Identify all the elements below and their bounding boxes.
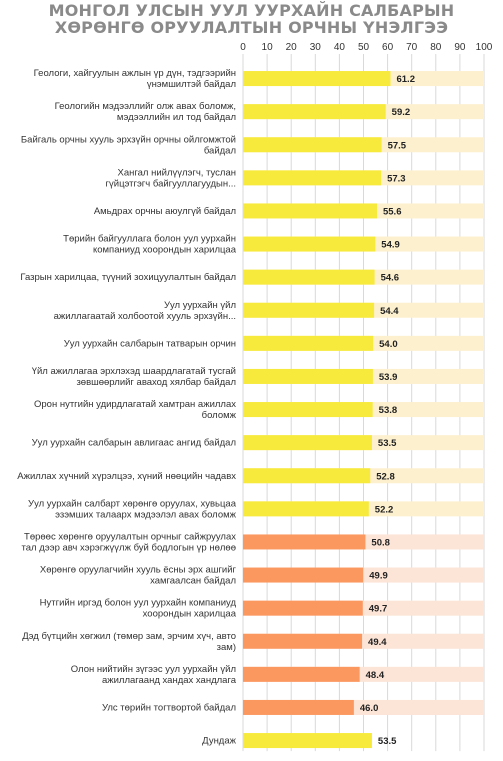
data-label: 55.6 — [383, 206, 402, 217]
bar — [243, 699, 354, 715]
data-label: 61.2 — [396, 74, 415, 85]
data-label: 46.0 — [360, 703, 379, 714]
category-label: Хөрөнгө оруулагчийн хууль ёсны эрх ашгий… — [40, 565, 237, 587]
category-label: Ажиллах хүчний хүрэлцээ, хүний нөөцийн ч… — [17, 471, 236, 482]
bar — [243, 137, 382, 153]
category-label: Уул уурхайн салбарын татварын орчин — [64, 338, 236, 349]
bar — [243, 567, 364, 583]
x-tick-label: 70 — [406, 42, 418, 53]
category-label: Геологийн мэдээллийг олж авах боломж, мэд… — [55, 101, 236, 123]
category-label: Үйл ажиллагаа эрхлэхэд шаардлагатай тусг… — [32, 366, 236, 388]
x-axis-ticks: 0 10 20 30 40 50 60 70 80 90 100 — [240, 42, 493, 53]
x-tick-label: 60 — [382, 42, 394, 53]
data-label: 54.0 — [379, 339, 398, 350]
data-label: 50.8 — [371, 537, 390, 548]
category-label: Улс төрийн тогтвортой байдал — [102, 702, 236, 713]
x-tick-label: 10 — [262, 42, 274, 53]
category-label: Төрийн байгууллага болон уул уурхайн комп… — [63, 234, 237, 256]
chart-title-line-1: МОНГОЛ УЛСЫН УУЛ УУРХАЙН САЛБАРЫН — [48, 1, 455, 20]
bar — [243, 269, 375, 285]
data-label: 52.2 — [375, 504, 394, 515]
chart-title-line-2: ХӨРӨНГӨ ОРУУЛАЛТЫН ОРЧНЫ ҮНЭЛГЭЭ — [54, 18, 449, 37]
data-label: 49.4 — [368, 637, 387, 648]
bar — [243, 534, 366, 550]
data-label: 53.9 — [379, 372, 398, 383]
data-label: 48.4 — [366, 670, 385, 681]
data-label: 53.5 — [378, 736, 397, 747]
bar — [243, 435, 372, 451]
data-label: 52.8 — [376, 471, 395, 482]
category-label: Нутгийн иргэд болон уул уурхайн компаниу… — [40, 598, 237, 620]
average-bar — [243, 733, 372, 749]
chart-title: МОНГОЛ УЛСЫН УУЛ УУРХАЙН САЛБАРЫН ХӨРӨНГ… — [0, 2, 503, 36]
bar — [243, 71, 391, 87]
bar — [243, 633, 363, 649]
category-label: Дундаж — [202, 736, 236, 747]
bar — [243, 600, 363, 616]
x-tick-label: 30 — [310, 42, 322, 53]
category-label: Байгаль орчны хууль эрхзүйн орчны ойлгом… — [21, 134, 236, 156]
bar — [243, 335, 374, 351]
data-label: 59.2 — [392, 107, 411, 118]
bar — [243, 104, 386, 120]
data-label: 57.3 — [387, 173, 406, 184]
x-tick-label: 40 — [334, 42, 346, 53]
bar — [243, 501, 369, 517]
bar — [243, 302, 375, 318]
category-label: Орон нутгийн удирдлагатай хамтран ажилла… — [34, 399, 237, 421]
category-label: Геологи, хайгуулын ажлын үр дүн, тэдгээр… — [34, 68, 236, 90]
bar — [243, 402, 373, 418]
category-label: Уул уурхайн үйл ажиллагаатай холбоотой ху… — [54, 300, 236, 322]
category-label: Төрөөс хөрөнгө оруулалтын орчныг сайжруу… — [22, 531, 237, 553]
x-tick-label: 50 — [358, 42, 370, 53]
category-labels: Геологи, хайгуулын ажлын үр дүн, тэдгээр… — [17, 68, 237, 747]
bar — [243, 236, 376, 252]
bars — [243, 71, 391, 749]
bar — [243, 203, 377, 219]
data-label: 49.7 — [369, 604, 388, 615]
data-label: 54.4 — [380, 306, 399, 317]
data-label: 54.9 — [381, 240, 400, 251]
x-tick-label: 100 — [476, 42, 493, 53]
x-tick-label: 80 — [430, 42, 442, 53]
bar — [243, 666, 360, 682]
bar — [243, 368, 373, 384]
category-label: Амьдрах орчны аюулгүй байдал — [94, 206, 236, 217]
category-label: Уул уурхайн салбарын авлигаас ангид байд… — [32, 438, 236, 449]
value-labels: 61.2 59.2 57.5 57.3 55.6 54.9 54.6 54.4 54.0 53.9… — [360, 74, 415, 747]
bar — [243, 170, 382, 186]
category-label: Олон нийтийн зүгээс уул уурхайн үйл ажилл… — [71, 664, 237, 686]
x-tick-label: 90 — [454, 42, 466, 53]
category-label: Хангал нийлүүлэгч, туслан гүйцэтгэгч байг… — [106, 167, 236, 189]
category-label: Дэд бүтцийн хөгжил (төмөр зам, эрчим хүч… — [22, 631, 236, 653]
data-label: 49.9 — [369, 571, 388, 582]
x-tick-label: 20 — [286, 42, 298, 53]
bar — [243, 468, 371, 484]
data-label: 53.8 — [379, 405, 398, 416]
data-label: 57.5 — [388, 140, 407, 151]
data-label: 53.5 — [378, 438, 397, 449]
category-label: Газрын харилцаа, түүний зохицуулалтын ба… — [20, 272, 236, 283]
data-label: 54.6 — [381, 273, 400, 284]
category-label: Уул уурхайн салбарт хөрөнгө оруулах, хув… — [28, 498, 237, 520]
x-tick-label: 0 — [240, 42, 246, 53]
